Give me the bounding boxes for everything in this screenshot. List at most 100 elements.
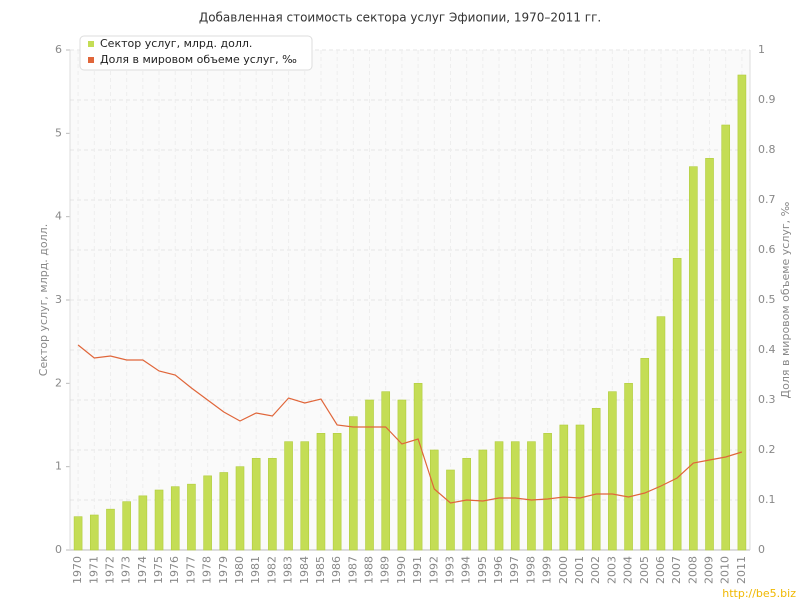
y-tick-label: 0 (55, 543, 62, 556)
bar (510, 441, 520, 551)
x-tick-label: 1998 (524, 556, 537, 584)
x-tick-label: 1984 (298, 556, 311, 584)
bar (365, 399, 374, 551)
y-tick-label: 5 (55, 126, 62, 139)
x-tick-label: 1986 (330, 556, 343, 584)
bar (122, 501, 131, 551)
x-tick-label: 1972 (103, 556, 116, 584)
line (77, 344, 743, 504)
legend-label: Доля в мировом объеме услуг, ‰ (100, 53, 297, 66)
x-tick-label: 1989 (379, 556, 392, 584)
bar (591, 408, 601, 551)
y-tick-label: 1 (55, 460, 62, 473)
bar (397, 399, 407, 551)
bar (170, 486, 180, 551)
y2-tick-label: 0.9 (758, 93, 776, 106)
x-tick-label: 2006 (654, 556, 667, 584)
x-tick-label: 1997 (508, 556, 521, 584)
bar (624, 383, 633, 551)
bar (608, 391, 617, 551)
bar (154, 489, 164, 551)
legend-box (79, 35, 313, 71)
legend-marker (88, 41, 94, 47)
x-tick-label: 1978 (201, 556, 214, 584)
y-tick-label: 2 (55, 376, 62, 389)
bar (349, 416, 358, 551)
bar (527, 441, 536, 551)
bar (737, 74, 747, 551)
bar (284, 441, 293, 551)
bar (429, 449, 439, 551)
y2-axis-label: Доля в мировом объеме услуг, ‰ (779, 201, 792, 398)
x-tick-label: 1971 (87, 556, 100, 584)
y2-tick-label: 0.4 (758, 343, 776, 356)
y2-tick-label: 0 (758, 543, 765, 556)
y2-tick-label: 0.3 (758, 393, 776, 406)
y-axis-label: Сектор услуг, млрд. долл. (37, 224, 50, 376)
x-tick-label: 1985 (314, 556, 327, 584)
bar (559, 424, 569, 551)
bar (689, 166, 698, 551)
bar (543, 433, 552, 551)
y2-tick-label: 0.6 (758, 243, 776, 256)
chart-title: Добавленная стоимость сектора услуг Эфио… (199, 11, 601, 25)
bar (203, 475, 212, 551)
bar (494, 441, 504, 551)
y2-tick-label: 0.8 (758, 143, 776, 156)
x-tick-label: 1987 (346, 556, 359, 584)
x-tick-label: 1993 (443, 556, 456, 584)
bar (187, 483, 196, 551)
bar (672, 258, 682, 551)
x-tick-label: 2001 (573, 556, 586, 584)
bar (656, 316, 666, 551)
x-tick-label: 1973 (120, 556, 133, 584)
y2-tick-label: 0.7 (758, 193, 776, 206)
legend-label: Сектор услуг, млрд. долл. (100, 37, 252, 50)
y-tick-label: 6 (55, 43, 62, 56)
y-tick-label: 3 (55, 293, 62, 306)
bar (73, 516, 83, 551)
bar (705, 158, 714, 551)
x-tick-label: 2009 (703, 556, 716, 584)
x-tick-label: 2010 (719, 556, 732, 584)
x-tick-label: 1977 (184, 556, 197, 584)
x-tick-label: 1996 (492, 556, 505, 584)
bar (640, 358, 650, 551)
x-tick-label: 1991 (411, 556, 424, 584)
bar (575, 424, 585, 551)
x-tick-label: 1976 (168, 556, 181, 584)
bar (251, 458, 261, 551)
x-tick-label: 2005 (638, 556, 651, 584)
bar (381, 391, 391, 551)
bar (446, 469, 455, 551)
x-tick-label: 1970 (71, 556, 84, 584)
bar (316, 433, 326, 551)
y2-tick-label: 0.1 (758, 493, 776, 506)
x-tick-label: 1983 (282, 556, 295, 584)
x-tick-label: 1992 (427, 556, 440, 584)
bar (106, 508, 115, 551)
x-tick-label: 1980 (233, 556, 246, 584)
bar (268, 458, 277, 551)
x-tick-label: 2008 (686, 556, 699, 584)
x-tick-label: 1995 (476, 556, 489, 584)
legend-marker (88, 57, 94, 63)
x-tick-label: 2003 (605, 556, 618, 584)
x-tick-label: 2000 (557, 556, 570, 584)
x-tick-label: 1975 (152, 556, 165, 584)
legend: Сектор услуг, млрд. долл. Доля в мировом … (79, 35, 313, 71)
y-tick-label: 4 (55, 210, 62, 223)
bar (332, 433, 342, 551)
x-tick-label: 2007 (670, 556, 683, 584)
x-tick-label: 2002 (589, 556, 602, 584)
bar (138, 495, 148, 551)
x-tick-label: 1981 (249, 556, 262, 584)
x-tick-label: 1974 (136, 556, 149, 584)
bar (721, 124, 731, 551)
y2-tick-label: 0.2 (758, 443, 776, 456)
x-tick-label: 2004 (622, 556, 635, 584)
x-tick-label: 1999 (541, 556, 554, 584)
watermark: http://be5.biz (722, 587, 796, 600)
bar (413, 383, 423, 551)
